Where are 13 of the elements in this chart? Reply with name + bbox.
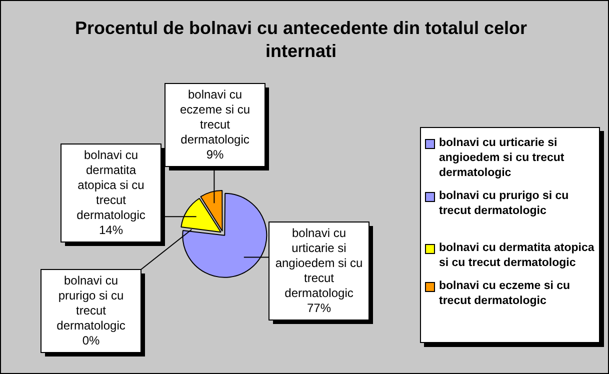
slice-label: bolnavi cu urticarie si angioedem si cu trecut dermatologic — [275, 226, 363, 300]
data-label: 77% — [306, 300, 332, 315]
legend-label: bolnavi cu dermatita atopica si cu trecut dermatologic — [439, 241, 595, 271]
chart-title: Procentul de bolnavi cu antecedente din totalul celor internati — [74, 17, 528, 63]
legend-label: bolnavi cu prurigo si cu trecut dermatologic — [439, 189, 570, 219]
data-label: 9% — [206, 147, 224, 162]
legend-label: bolnavi cu eczeme si cu trecut dermatologic — [439, 279, 572, 309]
slice-label: bolnavi cu dermatita atopica si cu trecut dermatologic — [76, 148, 146, 222]
slice-label: bolnavi cu eczeme si cu trecut dermatologic — [180, 87, 250, 146]
category-label: bolnavi cu prurigo si cu trecut dermatologic — [56, 273, 126, 332]
text: 0% — [82, 333, 100, 348]
legend-label: bolnavi cu urticarie si angioedem si cu trecut dermatologic — [439, 136, 566, 181]
data-label: 14% — [98, 222, 124, 237]
